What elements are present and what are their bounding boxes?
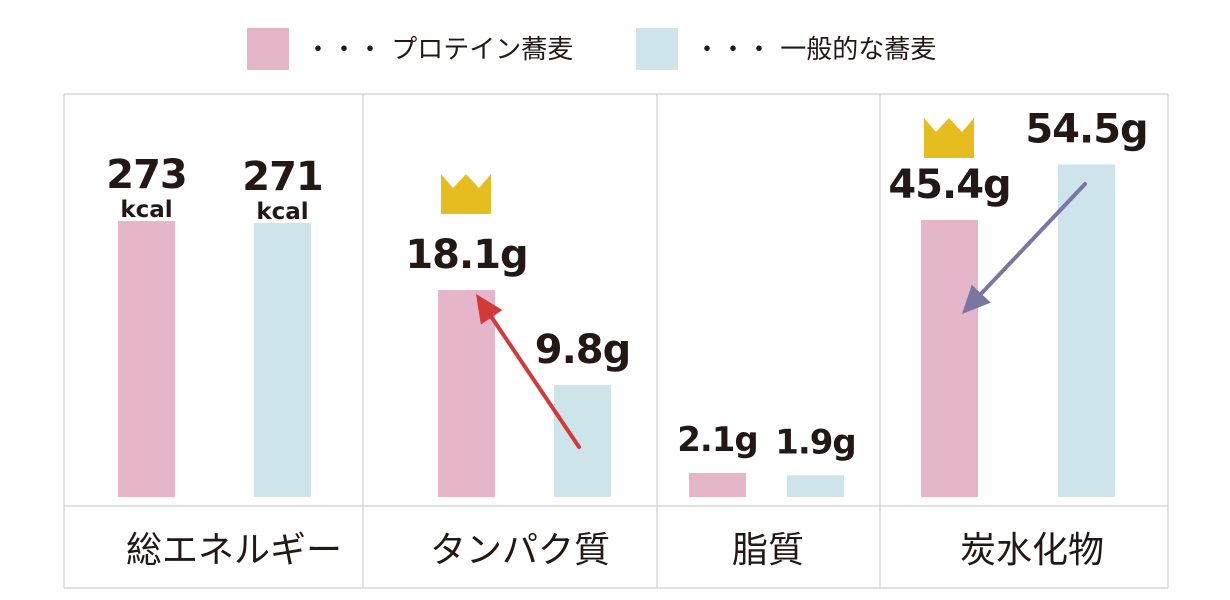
value-label-regular-soba-1: 271 [242,154,323,200]
bar-protein-soba-1 [118,221,175,497]
bar-protein-soba-3 [689,473,746,497]
value-label-regular-soba-3: 1.9g [775,422,856,462]
grid [63,93,1169,589]
value-label-regular-soba-4: 54.5g [1025,106,1147,152]
arrow-protein-increase [476,294,581,449]
bar-protein-soba-2 [438,290,495,497]
legend-label-1: ・・・ プロテイン蕎麦 [305,35,573,65]
legend-swatch-1 [247,28,289,70]
bar-regular-soba-3 [787,475,844,497]
category-label-3: 脂質 [732,530,804,571]
category-label-4: 炭水化物 [960,530,1104,571]
arrow-carbohydrate-decrease-head [962,284,991,314]
legend-swatch-2 [636,28,678,70]
arrow-carbohydrate-decrease [962,182,1087,314]
value-label-protein-soba-2: 18.1g [405,232,527,278]
value-label-protein-soba-1: 273 [106,152,187,198]
bar-regular-soba-4 [1058,164,1115,497]
bars [118,164,1115,497]
bar-regular-soba-2 [554,384,611,497]
crown-icon-protein [441,174,491,214]
value-label-protein-soba-3: 2.1g [677,420,758,460]
arrow-carbohydrate-decrease-shaft [979,182,1087,296]
bar-protein-soba-4 [921,220,978,497]
category-label-1: 総エネルギー [126,530,342,571]
unit-label-protein-soba-1: kcal [120,197,172,223]
bar-regular-soba-1 [254,223,311,497]
annotations [441,118,1087,449]
category-label-2: タンパク質 [430,530,610,571]
arrow-protein-increase-head [476,294,503,325]
legend-label-2: ・・・ 一般的な蕎麦 [694,35,936,65]
unit-label-regular-soba-1: kcal [256,199,308,225]
value-label-protein-soba-4: 45.4g [888,162,1010,208]
arrow-protein-increase-shaft [489,315,581,449]
legend: ・・・ プロテイン蕎麦 ・・・ 一般的な蕎麦 [247,28,936,70]
value-label-regular-soba-2: 9.8g [535,327,631,373]
category-labels: 総エネルギー タンパク質 脂質 炭水化物 [126,530,1104,571]
crown-icon-carbohydrate [924,118,974,158]
